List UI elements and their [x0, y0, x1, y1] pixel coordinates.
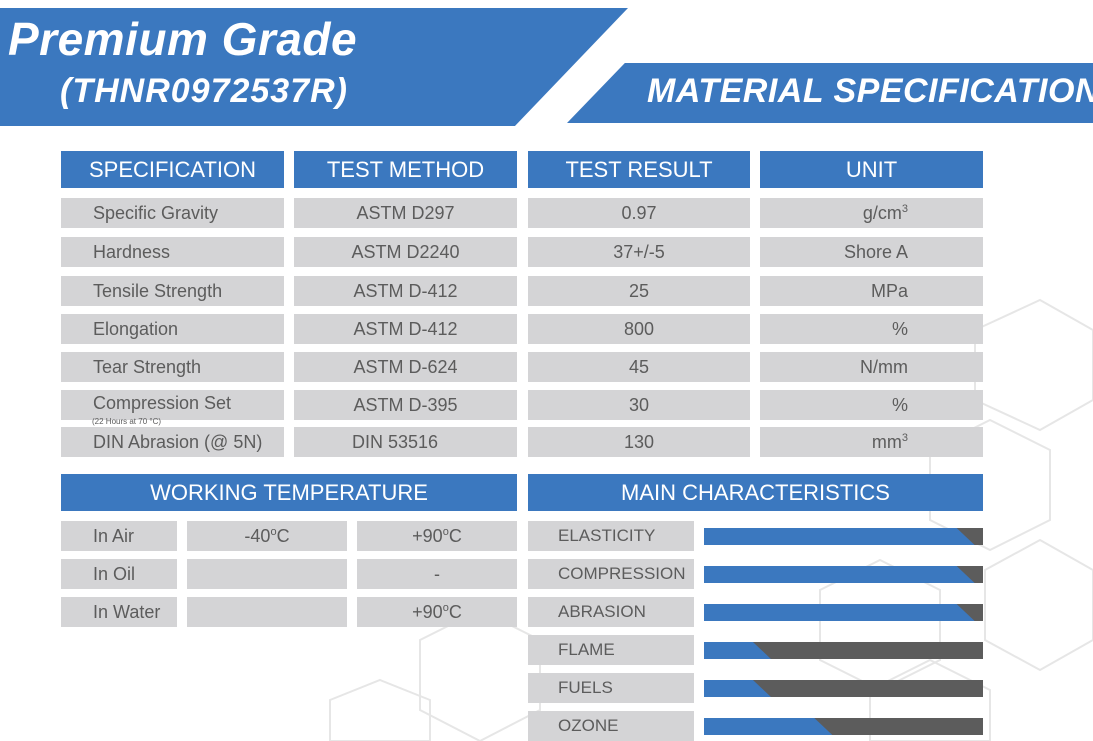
characteristic-bar-track [704, 528, 983, 545]
characteristic-bar-fill [704, 642, 771, 659]
temp-min-value: -40 [244, 525, 271, 546]
spec-cell: Specific Gravity [61, 198, 284, 228]
compression-set-note: (22 Hours at 70 °C) [92, 417, 162, 426]
unit-cell: mm 3 [760, 427, 983, 457]
unit-cell: MPa [760, 276, 983, 306]
temp-max-cell: +90 o C [357, 521, 517, 551]
characteristic-label: FLAME [528, 635, 694, 665]
characteristic-bar-fill [704, 604, 975, 621]
temp-unit: C [448, 601, 462, 622]
temp-medium-cell: In Air [61, 521, 177, 551]
result-cell: 800 [528, 314, 750, 344]
characteristic-bar-track [704, 566, 983, 583]
working-temperature-header: WORKING TEMPERATURE [61, 474, 517, 511]
characteristic-label: COMPRESSION [528, 559, 694, 589]
unit-text: mm [871, 431, 902, 452]
spec-cell: Elongation [61, 314, 284, 344]
temp-medium-cell: In Oil [61, 559, 177, 589]
method-cell: ASTM D-395 [294, 390, 517, 420]
temp-medium-cell: In Water [61, 597, 177, 627]
title-banner [0, 8, 628, 126]
characteristic-bar-fill [704, 718, 832, 735]
characteristic-bar-fill [704, 680, 771, 697]
temp-unit: C [276, 525, 290, 546]
result-cell: 45 [528, 352, 750, 382]
result-cell: 37+/-5 [528, 237, 750, 267]
characteristic-bar-fill [704, 528, 975, 545]
characteristic-label: ABRASION [528, 597, 694, 627]
col-header-specification: SPECIFICATION [61, 151, 284, 188]
unit-superscript: 3 [901, 203, 908, 215]
unit-cell: N/mm [760, 352, 983, 382]
degree-symbol: o [442, 602, 449, 614]
temp-min-cell: -40 o C [187, 521, 347, 551]
method-cell: ASTM D-412 [294, 276, 517, 306]
result-cell: 25 [528, 276, 750, 306]
main-characteristics-header: MAIN CHARACTERISTICS [528, 474, 983, 511]
characteristic-label: ELASTICITY [528, 521, 694, 551]
unit-cell: % [760, 390, 983, 420]
spec-cell: Compression Set [61, 390, 284, 420]
col-header-test-result: TEST RESULT [528, 151, 750, 188]
characteristic-label: OZONE [528, 711, 694, 741]
method-cell: ASTM D-412 [294, 314, 517, 344]
unit-superscript: 3 [901, 432, 908, 444]
characteristic-bar-track [704, 642, 983, 659]
unit-text: % [891, 318, 908, 339]
temp-min-cell [187, 559, 347, 589]
degree-symbol: o [270, 526, 277, 538]
section-banner [567, 63, 1093, 123]
product-title: Premium Grade [8, 13, 358, 65]
method-cell: ASTM D-624 [294, 352, 517, 382]
temp-max-value: +90 [412, 601, 443, 622]
temp-unit: C [448, 525, 462, 546]
spec-cell: Tear Strength [61, 352, 284, 382]
spec-cell: Tensile Strength [61, 276, 284, 306]
unit-cell: Shore A [760, 237, 983, 267]
section-title: MATERIAL SPECIFICATION [647, 72, 1093, 110]
characteristic-bar-track [704, 604, 983, 621]
unit-text: MPa [870, 280, 908, 301]
unit-text: Shore A [843, 241, 908, 262]
spec-cell: DIN Abrasion (@ 5N) [61, 427, 284, 457]
col-header-unit: UNIT [760, 151, 983, 188]
unit-text: % [891, 394, 908, 415]
method-cell: DIN 53516 [294, 427, 517, 457]
characteristic-bar-track [704, 718, 983, 735]
unit-cell: g/cm 3 [760, 198, 983, 228]
result-cell: 130 [528, 427, 750, 457]
product-code: (THNR0972537R) [60, 72, 348, 110]
spec-cell: Hardness [61, 237, 284, 267]
unit-text: N/mm [860, 356, 908, 377]
method-cell: ASTM D2240 [294, 237, 517, 267]
result-cell: 30 [528, 390, 750, 420]
degree-symbol: o [442, 526, 449, 538]
result-cell: 0.97 [528, 198, 750, 228]
characteristic-bar-fill [704, 566, 975, 583]
col-header-test-method: TEST METHOD [294, 151, 517, 188]
method-cell: ASTM D297 [294, 198, 517, 228]
unit-cell: % [760, 314, 983, 344]
characteristic-bar-track [704, 680, 983, 697]
temp-max-cell: +90 o C [357, 597, 517, 627]
temp-min-cell [187, 597, 347, 627]
temp-max-cell: - [357, 559, 517, 589]
unit-text: g/cm [862, 202, 902, 223]
temp-max-value: +90 [412, 525, 443, 546]
characteristic-label: FUELS [528, 673, 694, 703]
